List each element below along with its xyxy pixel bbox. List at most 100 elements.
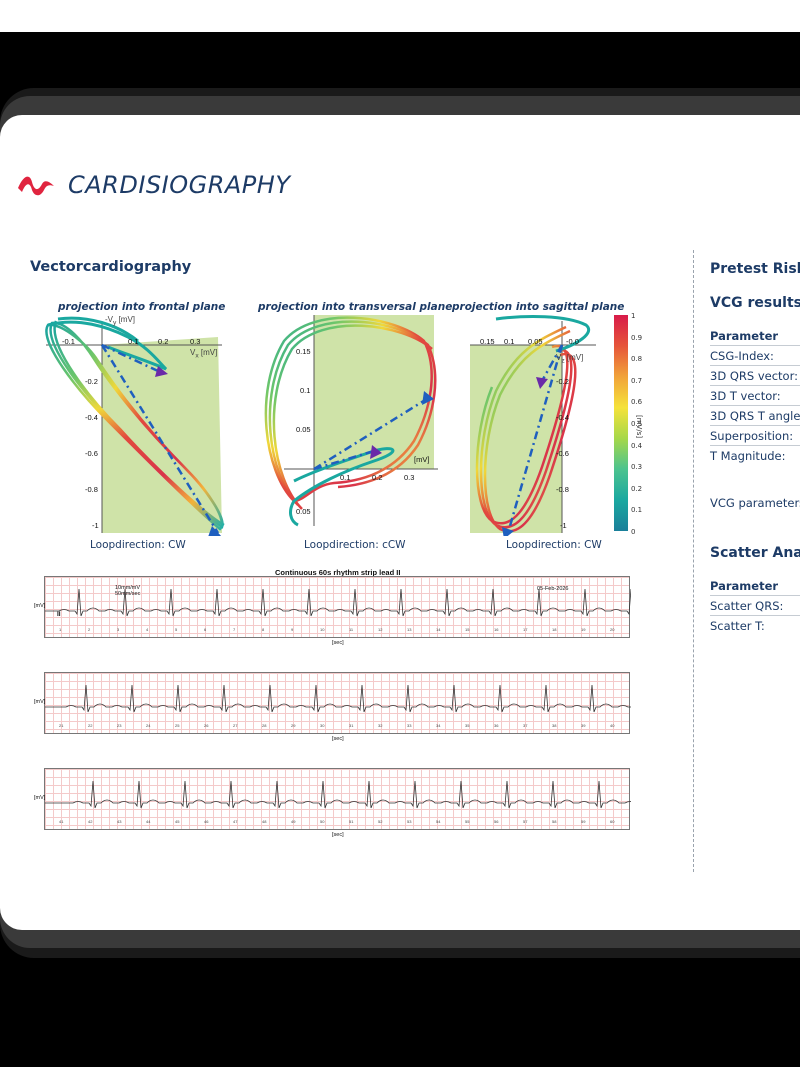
vcg-param-row: 3D QRS T angle: [710, 405, 800, 425]
frontal-ytick: -0.4 [85, 413, 98, 422]
colorbar-tick: 0.8 [631, 355, 643, 364]
vcg-param-header: Parameter [710, 329, 779, 343]
strip-tick-label: 32 [378, 723, 383, 728]
ecg-trace-3: 41 42 43 44 45 46 47 48 49 50 51 52 53 54 55 56 57 58 59 60 [45, 780, 631, 824]
scale-label-1: 10mm/mV [115, 585, 141, 591]
strip-tick-label: 54 [436, 819, 441, 824]
colorbar-label: [mV/s] [635, 415, 643, 439]
frontal-ytick: -0.6 [85, 449, 98, 458]
frontal-xtick: 0.3 [190, 337, 201, 346]
vcg-results-title: VCG results [710, 295, 800, 311]
strip-tick-label: 21 [59, 723, 64, 728]
frontal-y-axis-label: -Vy [mV] [105, 315, 136, 327]
vcg-param-row: T Magnitude: [710, 445, 800, 465]
strip-tick-label: 1 [59, 627, 62, 632]
transversal-loop-direction: Loopdirection: cCW [304, 539, 406, 551]
strip-tick-label: 60 [610, 819, 615, 824]
vcg-param-row: 3D QRS vector: [710, 365, 800, 385]
strip-tick-label: 33 [407, 723, 412, 728]
strip-tick-label: 42 [88, 819, 93, 824]
strip-tick-label: 31 [349, 723, 354, 728]
sagittal-ytick: -0.6 [556, 449, 569, 458]
strip-tick-label: 37 [523, 723, 528, 728]
vcg-param-row: CSG-Index: [710, 345, 800, 365]
rhythm-strip-1: 1 2 3 4 5 6 7 8 9 10 11 12 13 14 15 16 17 18 19 20 10mm/mV … [44, 576, 631, 638]
colorbar-tick: 0.9 [631, 333, 643, 342]
strip-tick-label: 51 [349, 819, 354, 824]
tablet-screen: CARDISIOGRAPHY Vectorcardiography projec… [0, 115, 800, 930]
vcg-param-row: 3D T vector: [710, 385, 800, 405]
pretest-risk-title: Pretest Risk [710, 261, 800, 277]
scale-label-2: 50mm/sec [115, 591, 141, 597]
strip-tick-label: 45 [175, 819, 180, 824]
sagittal-xtick: -0.0 [566, 337, 579, 346]
strip-tick-label: 2 [88, 627, 91, 632]
strip-tick-label: 30 [320, 723, 325, 728]
strip-tick-label: 4 [146, 627, 149, 632]
strip-tick-label: 16 [494, 627, 499, 632]
frontal-ytick: -1 [92, 521, 99, 530]
frontal-xtick: -0.1 [62, 337, 75, 346]
ecg-waveform [45, 780, 631, 809]
strip-tick-label: 59 [581, 819, 586, 824]
strip-tick-label: 18 [552, 627, 557, 632]
frontal-xtick: 0.1 [128, 337, 139, 346]
strip-2-unit: [mV] [34, 699, 46, 705]
strip-1-time-unit: [sec] [332, 640, 344, 646]
strip-tick-label: 47 [233, 819, 238, 824]
panel-divider [693, 250, 694, 872]
colorbar-tick: 0.3 [631, 463, 643, 472]
transversal-ytick: 0.05 [296, 425, 311, 434]
transversal-ytick: 0.15 [296, 347, 311, 356]
ecg-waveform [45, 684, 631, 713]
vcg-parameters-note: VCG parameters [710, 496, 800, 510]
scatter-param-row: Scatter QRS: [710, 595, 800, 615]
strip-tick-label: 5 [175, 627, 178, 632]
brand-name: CARDISIOGRAPHY [68, 171, 291, 199]
frontal-ytick: -0.2 [85, 377, 98, 386]
strip-tick-label: 8 [262, 627, 265, 632]
transversal-xtick: 0.2 [372, 473, 383, 482]
strip-tick-label: 25 [175, 723, 180, 728]
strip-tick-label: 12 [378, 627, 383, 632]
strip-tick-label: 34 [436, 723, 441, 728]
rhythm-strip-2: 21 22 23 24 25 26 27 28 29 30 31 32 33 34 35 36 37 38 39 40 [44, 672, 631, 734]
colorbar-tick: 0.6 [631, 398, 643, 407]
transversal-plot-title: projection into transversal plane [258, 301, 453, 313]
strip-2-time-unit: [sec] [332, 736, 344, 742]
transversal-x-unit: [mV] [414, 455, 430, 464]
frontal-loop-direction: Loopdirection: CW [90, 539, 186, 551]
colorbar-tick: 0 [631, 528, 636, 536]
frontal-x-axis-label: Vx [mV] [190, 348, 218, 360]
strip-tick-label: 19 [581, 627, 586, 632]
strip-tick-label: 6 [204, 627, 207, 632]
strip-tick-label: 43 [117, 819, 122, 824]
frontal-plane-plot [45, 316, 225, 536]
transversal-ytick: 0.05 [296, 507, 311, 516]
strip-tick-label: 57 [523, 819, 528, 824]
strip-tick-label: 7 [233, 627, 236, 632]
colorbar-tick: 0.1 [631, 506, 643, 515]
rhythm-strip-3: 41 42 43 44 45 46 47 48 49 50 51 52 53 54 55 56 57 58 59 60 [44, 768, 631, 830]
strip-tick-label: 56 [494, 819, 499, 824]
strip-1-unit: [mV] [34, 603, 46, 609]
sagittal-xtick: 0.05 [528, 337, 543, 346]
lead-label: II [57, 611, 61, 618]
frontal-xtick: 0.2 [158, 337, 169, 346]
colorbar-tick: 0.2 [631, 484, 643, 493]
strip-tick-label: 44 [146, 819, 151, 824]
ecg-trace-1: 1 2 3 4 5 6 7 8 9 10 11 12 13 14 15 16 17 18 19 20 [45, 588, 631, 632]
sagittal-loop-direction: Loopdirection: CW [506, 539, 602, 551]
top-band [0, 0, 800, 32]
brand: CARDISIOGRAPHY [16, 165, 290, 205]
vcg-param-row: Superposition: [710, 425, 800, 445]
transversal-ytick: 0.1 [300, 386, 311, 395]
strip-tick-label: 38 [552, 723, 557, 728]
strip-tick-label: 27 [233, 723, 238, 728]
sagittal-ytick: -1 [560, 521, 567, 530]
strip-tick-label: 11 [349, 627, 354, 632]
frontal-ytick: -0.8 [85, 485, 98, 494]
strip-tick-label: 50 [320, 819, 325, 824]
sagittal-y-axis-label: Vz [mV] [556, 353, 584, 365]
sagittal-xtick: 0.1 [504, 337, 515, 346]
